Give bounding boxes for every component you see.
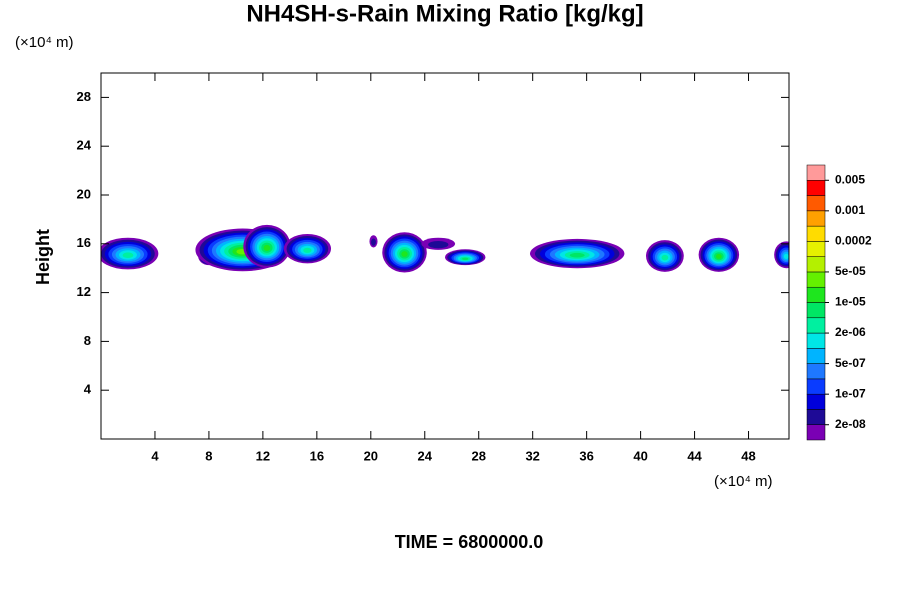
- colorbar-swatch: [806, 286, 826, 303]
- y-tick-label: 4: [84, 382, 92, 397]
- colorbar-swatch: [806, 332, 826, 349]
- contour-band: [783, 253, 789, 260]
- colorbar-label: 2e-08: [835, 417, 866, 431]
- contour-band: [303, 247, 312, 253]
- x-tick-label: 4: [151, 448, 159, 463]
- y-tick-label: 12: [77, 284, 91, 299]
- colorbar-label: 5e-05: [835, 264, 866, 278]
- colorbar-swatch: [806, 271, 826, 288]
- contour-band: [122, 252, 134, 259]
- y-tick-label: 24: [77, 138, 92, 153]
- y-tick-label: 28: [77, 89, 91, 104]
- x-tick-label: 28: [471, 448, 485, 463]
- x-tick-label: 12: [256, 448, 270, 463]
- colorbar-label: 5e-07: [835, 356, 866, 370]
- chart-title: NH4SH-s-Rain Mixing Ratio [kg/kg]: [246, 0, 643, 27]
- colorbar-swatch: [806, 225, 826, 242]
- x-tick-label: 20: [364, 448, 378, 463]
- x-tick-label: 40: [633, 448, 647, 463]
- contour-band: [428, 240, 449, 249]
- colorbar-label: 2e-06: [835, 325, 866, 339]
- y-tick-label: 16: [77, 235, 91, 250]
- colorbar-swatch: [806, 180, 826, 196]
- colorbar-label: 1e-05: [835, 295, 866, 309]
- colorbar-swatch: [806, 317, 826, 334]
- plot-frame: [100, 72, 790, 440]
- contour-band: [371, 238, 376, 246]
- colorbar-swatch: [806, 378, 826, 395]
- contour-band: [715, 254, 722, 259]
- colorbar-swatch: [806, 363, 826, 380]
- colorbar-swatch: [806, 256, 826, 273]
- y-tick-label: 8: [84, 333, 91, 348]
- x-tick-label: 24: [418, 448, 433, 463]
- colorbar-swatch: [806, 302, 826, 319]
- contour-band: [401, 251, 408, 257]
- colorbar-swatch: [806, 164, 826, 181]
- x-tick-label: 36: [579, 448, 593, 463]
- colorbar-label: 0.001: [835, 203, 865, 217]
- colorbar-swatch: [806, 241, 826, 257]
- contour-field: [101, 224, 789, 273]
- y-tick-label: 20: [77, 186, 91, 201]
- x-tick-label: 48: [741, 448, 755, 463]
- x-tick-label: 8: [205, 448, 212, 463]
- colorbar-label: 1e-07: [835, 386, 866, 400]
- y-axis-label: Height: [33, 229, 53, 285]
- contour-band: [569, 252, 585, 258]
- x-tick-label: 16: [310, 448, 324, 463]
- colorbar-label: 0.005: [835, 172, 865, 186]
- colorbar-swatch: [806, 393, 826, 410]
- contour-band: [661, 254, 669, 261]
- x-tick-label: 44: [687, 448, 702, 463]
- x-unit: (×10⁴ m): [714, 473, 773, 490]
- colorbar-swatch: [806, 409, 826, 425]
- colorbar-swatch: [806, 348, 826, 364]
- footer: TIME = 6800000.0: [395, 532, 544, 552]
- x-tick-label: 32: [525, 448, 539, 463]
- colorbar-swatch: [806, 195, 826, 212]
- colorbar-swatch: [806, 424, 826, 441]
- contour-band: [462, 257, 469, 261]
- contour-band: [263, 244, 271, 252]
- y-unit: (×10⁴ m): [15, 34, 74, 51]
- colorbar-swatch: [806, 210, 826, 227]
- colorbar-label: 0.0002: [835, 234, 872, 248]
